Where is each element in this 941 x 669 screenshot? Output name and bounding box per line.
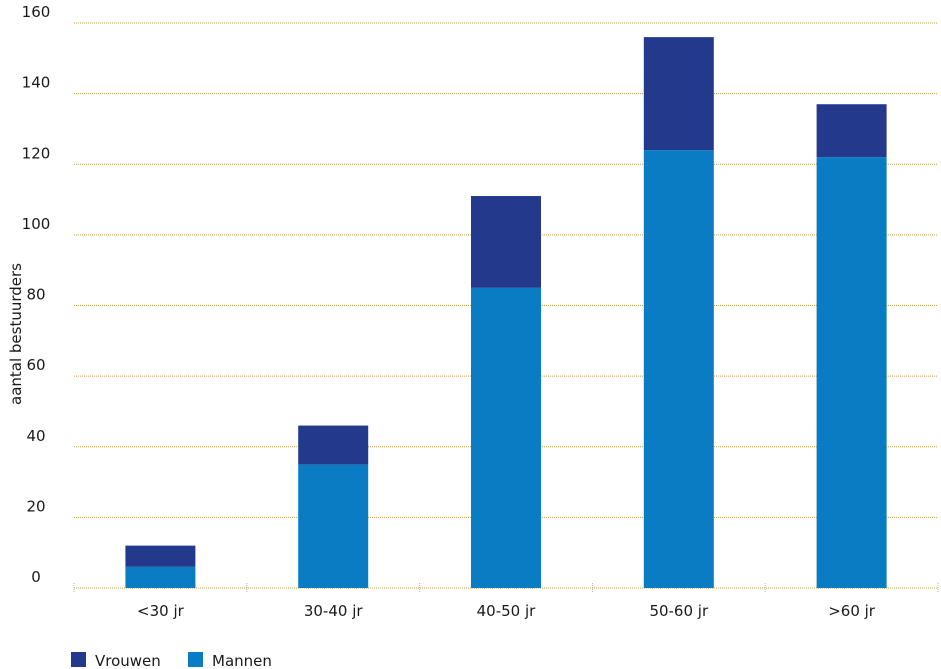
bars [125,37,887,588]
bar-mannen-2 [298,464,369,588]
y-tick-label: 0 [31,568,41,586]
bar-vrouwen-1 [125,545,196,567]
y-axis-title: aantal bestuurders [7,263,25,405]
bar-mannen-5 [816,157,887,588]
x-tick-label: <30 jr [137,602,185,620]
bar-vrouwen-4 [643,37,714,151]
y-tick-label: 140 [22,74,51,92]
x-tick-label: 40-50 jr [477,602,537,620]
y-tick-label: 80 [26,286,45,304]
legend-swatch-vrouwen [71,652,86,667]
legend: Vrouwen Mannen [71,652,272,669]
bar-mannen-1 [125,566,196,588]
legend-label-mannen: Mannen [212,652,272,669]
x-tick-label: >60 jr [828,602,876,620]
bar-mannen-3 [471,287,541,588]
bar-vrouwen-2 [298,425,369,465]
x-tick-label: 50-60 jr [649,602,709,620]
y-tick-label: 20 [26,497,45,515]
y-tick-label: 100 [22,215,51,233]
bar-vrouwen-5 [816,104,887,158]
legend-label-vrouwen: Vrouwen [95,652,161,669]
legend-swatch-mannen [188,652,203,667]
x-axis-ticks: <30 jr 30-40 jr 40-50 jr 50-60 jr >60 jr [137,602,876,620]
y-tick-label: 160 [22,3,51,21]
bar-mannen-4 [643,150,714,588]
y-tick-label: 60 [26,356,45,374]
y-axis-ticks: 0 20 40 60 80 100 120 140 160 [22,3,51,586]
bar-vrouwen-3 [471,196,541,288]
x-tick-label: 30-40 jr [304,602,364,620]
y-tick-label: 40 [26,427,45,445]
y-tick-label: 120 [22,144,51,162]
